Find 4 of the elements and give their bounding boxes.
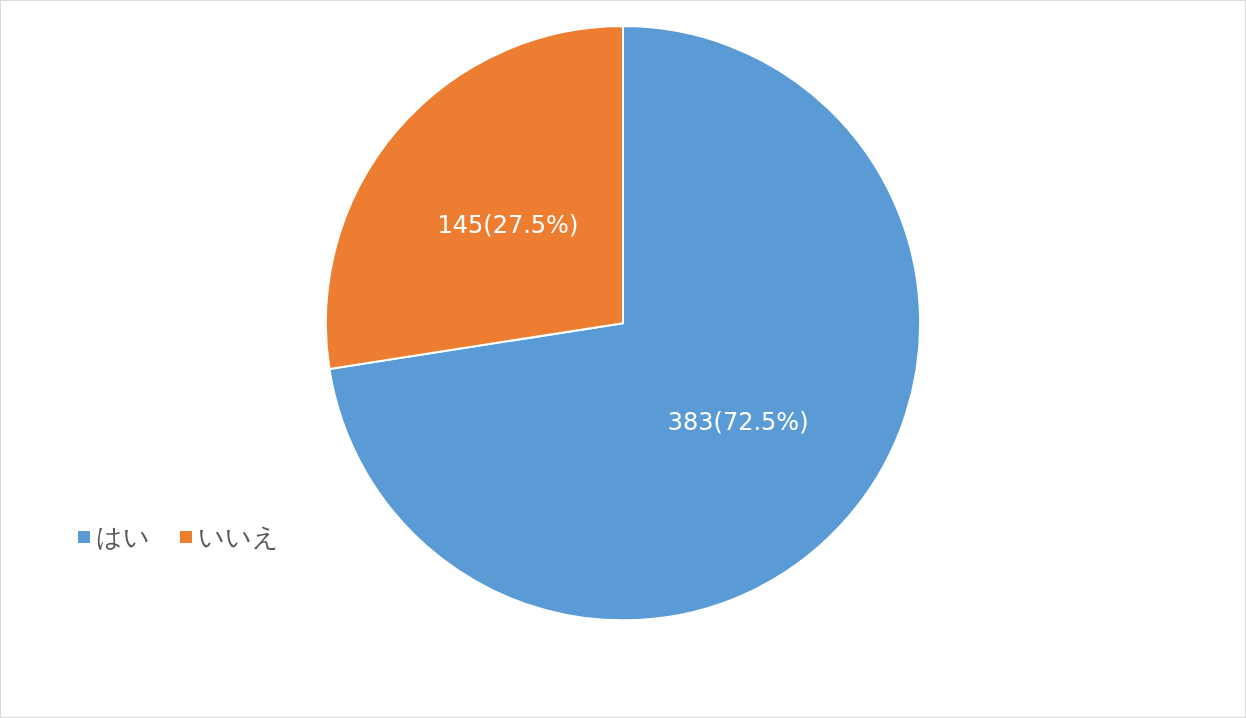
legend-label: はい — [96, 522, 150, 552]
data-label: 145(27.5%) — [437, 210, 579, 239]
legend-label: いいえ — [198, 522, 279, 552]
data-label: 383(72.5%) — [667, 407, 809, 436]
